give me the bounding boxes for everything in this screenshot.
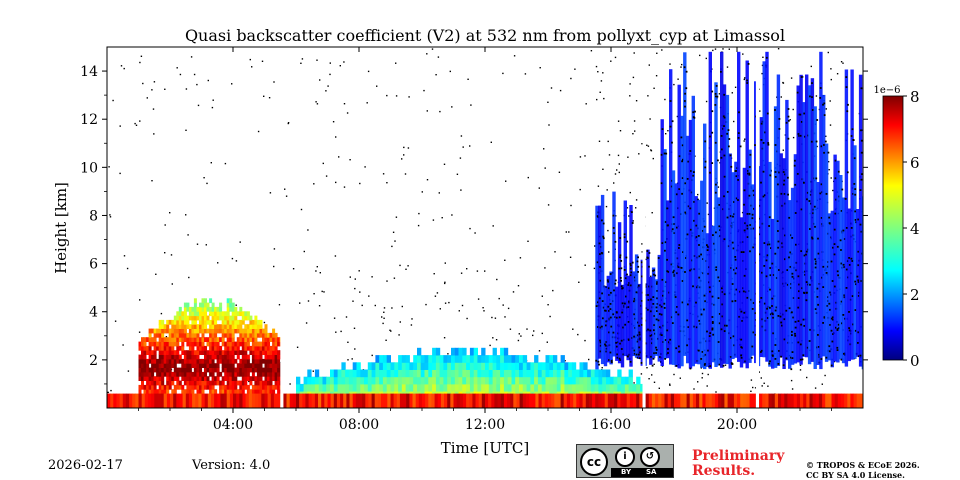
y-tick-label: 14 [80,64,98,80]
y-tick-label: 10 [80,160,98,176]
x-tick-label: 08:00 [339,417,379,433]
data-gap [280,47,284,408]
license-sa-label: SA [646,468,657,476]
cloud-columns [595,51,863,371]
preliminary-line1: Preliminary [692,448,785,464]
license-badge: cc i ↺ BY SA [576,444,674,478]
y-tick-label: 2 [89,353,98,369]
attribution-icon: i [615,447,635,467]
y-tick-label: 4 [89,305,98,321]
copyright-notice: © TROPOS & ECoE 2026. CC BY SA 4.0 Licen… [806,460,920,480]
copyright-line2: CC BY SA 4.0 License. [806,470,905,480]
surface-layer [107,393,863,408]
x-tick-label: 16:00 [591,417,631,433]
chart-title: Quasi backscatter coefficient (V2) at 53… [185,26,785,45]
y-tick-label: 8 [89,208,98,224]
colorbar [882,95,904,361]
license-by-label: BY [621,468,632,476]
y-tick-label: 12 [80,112,98,128]
preliminary-line2: Results. [692,463,756,479]
x-tick-label: 04:00 [213,417,253,433]
dust-layer [138,298,283,394]
creative-commons-icon: cc [580,448,608,476]
x-axis-label: Time [UTC] [441,439,530,457]
data-gap [755,47,759,408]
colorbar-tick-label: 4 [910,220,920,238]
x-tick-label: 12:00 [465,417,505,433]
boundary-layer [296,347,645,399]
colorbar-tick-label: 8 [910,88,920,106]
footer-date: 2026-02-17 [48,458,123,473]
share-alike-icon: ↺ [640,447,660,467]
copyright-line1: © TROPOS & ECoE 2026. [806,460,920,470]
y-axis-label: Height [km] [52,182,70,274]
y-tick-label: 6 [89,257,98,273]
x-tick-label: 20:00 [717,417,757,433]
footer-version: Version: 4.0 [192,458,271,473]
colorbar-tick-label: 0 [910,352,920,370]
license-strip [611,468,673,477]
data-gap [642,47,646,408]
colorbar-tick-label: 2 [910,286,920,304]
colorbar-tick-label: 6 [910,154,920,172]
preliminary-notice: Preliminary Results. [692,449,784,479]
colorbar-scale-label: 1e−6 [873,85,900,96]
